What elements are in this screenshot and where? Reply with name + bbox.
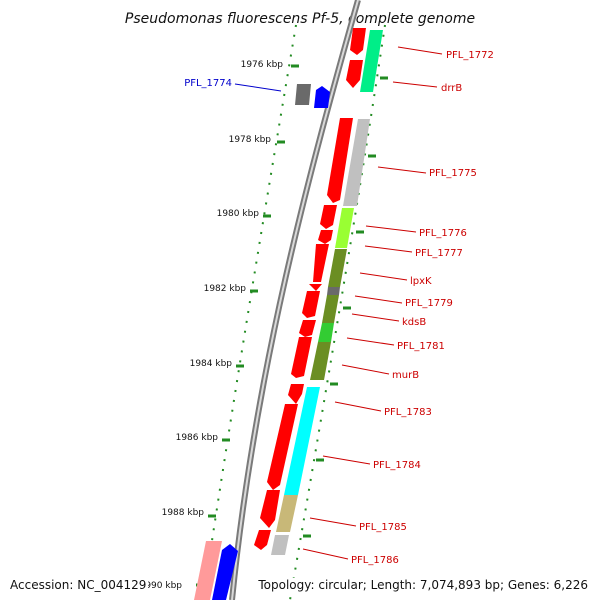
- gene-label[interactable]: murB: [392, 370, 419, 381]
- gene-arrow: [260, 490, 280, 528]
- gene-label[interactable]: kdsB: [402, 317, 426, 328]
- gene-arrow: [267, 404, 298, 490]
- backbone-inner: [231, 0, 359, 600]
- gene-label[interactable]: PFL_1772: [446, 50, 494, 61]
- gene-block: [322, 295, 339, 323]
- gene-arrow: [313, 244, 329, 282]
- kbp-tick-label: 1986 kbp: [176, 433, 219, 443]
- label-leader-blue: [234, 83, 282, 92]
- kbp-tick-label: 1978 kbp: [229, 135, 272, 145]
- gene-block: [276, 495, 298, 532]
- gene-label[interactable]: PFL_1777: [415, 248, 463, 259]
- kbp-tick-label: 1982 kbp: [204, 284, 247, 294]
- gene-block: [310, 342, 331, 380]
- map-title: Pseudomonas fluorescens Pf-5, complete g…: [125, 11, 475, 27]
- cog-track: [271, 30, 383, 555]
- gene-label[interactable]: PFL_1776: [419, 228, 467, 239]
- gene-arrow: [327, 118, 353, 203]
- gene-arrow: [309, 284, 322, 291]
- gene-block: [343, 119, 370, 206]
- gene-block: [271, 535, 289, 555]
- gene-arrow: [320, 205, 337, 229]
- gene-block: [284, 387, 320, 495]
- gene-arrow: [350, 28, 366, 55]
- scale-dots-inner: [202, 24, 297, 600]
- gene-block: [360, 30, 383, 92]
- gene-label[interactable]: lpxK: [410, 276, 432, 287]
- gene-label[interactable]: PFL_1786: [351, 555, 399, 566]
- gene-arrow: [318, 230, 333, 244]
- outer-ticks: [303, 76, 388, 538]
- gene-arrow: [302, 291, 320, 318]
- gene-label[interactable]: PFL_1774: [184, 78, 232, 89]
- label-leaders: [302, 46, 443, 560]
- gene-label[interactable]: drrB: [441, 83, 462, 94]
- kbp-tick-label: 1976 kbp: [241, 60, 284, 70]
- kbp-tick-label: 1988 kbp: [162, 508, 205, 518]
- gene-arrow: [299, 320, 316, 337]
- scale-dots-outer: [289, 24, 386, 600]
- gene-label[interactable]: PFL_1785: [359, 522, 407, 533]
- gene-label[interactable]: PFL_1783: [384, 407, 432, 418]
- gene-arrow: [291, 337, 312, 378]
- gene-label[interactable]: PFL_1779: [405, 298, 453, 309]
- gene-label[interactable]: PFL_1775: [429, 168, 477, 179]
- kbp-tick-label: 990 kbp: [145, 581, 182, 591]
- kbp-tick-label: 1980 kbp: [217, 209, 260, 219]
- gene-arrow: [346, 60, 363, 88]
- gene-label[interactable]: PFL_1781: [397, 341, 445, 352]
- pfl1774-blocks: [295, 84, 330, 108]
- bottom-blocks: [194, 541, 238, 600]
- gene-block: [327, 287, 340, 295]
- gene-block: [328, 249, 347, 287]
- gene-block: [318, 323, 334, 342]
- gene-arrow: [288, 384, 304, 404]
- orf-track: [254, 28, 366, 550]
- gene-label[interactable]: PFL_1784: [373, 460, 421, 471]
- gene-block: [335, 208, 354, 248]
- gene-arrow: [254, 530, 271, 550]
- accession-text: Accession: NC_004129: [8, 578, 149, 592]
- topology-text: Topology: circular; Length: 7,074,893 bp…: [256, 578, 590, 592]
- backbone: [229, 0, 361, 600]
- kbp-tick-label: 1984 kbp: [190, 359, 233, 369]
